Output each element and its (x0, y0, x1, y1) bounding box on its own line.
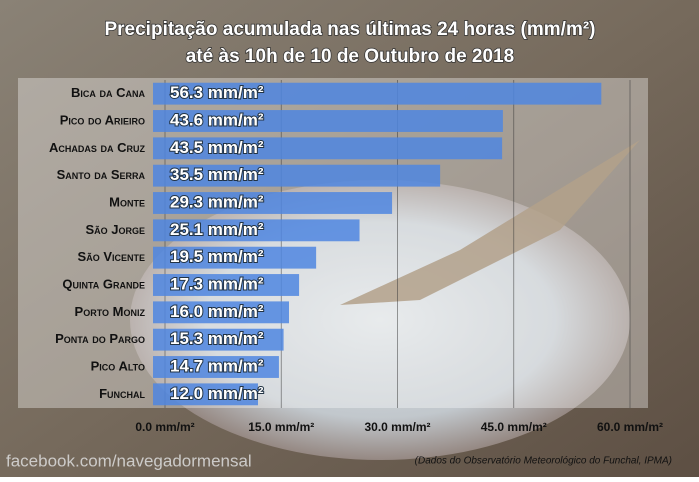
plot-panel (18, 78, 648, 408)
bar (153, 219, 360, 242)
y-tick-label: Achadas da Cruz (49, 140, 145, 155)
x-tick-label: 0.0 mm/m² (135, 420, 194, 434)
y-tick-label: Bica da Cana (71, 85, 145, 100)
y-tick-label: Pico do Arieiro (60, 112, 145, 127)
bar (153, 82, 602, 105)
x-tick-label: 30.0 mm/m² (364, 420, 430, 434)
bar (153, 246, 317, 269)
value-label: 15.3 mm/m² (170, 329, 264, 348)
x-tick-label: 15.0 mm/m² (248, 420, 314, 434)
y-tick-label: Pico Alto (91, 358, 145, 373)
y-tick-label: Santo da Serra (57, 167, 146, 182)
bar (153, 356, 279, 378)
value-label: 43.6 mm/m² (170, 110, 264, 129)
value-label: 29.3 mm/m² (170, 192, 264, 211)
y-tick-label: Ponta do Pargo (55, 331, 145, 346)
y-tick-label: São Vicente (78, 249, 145, 264)
chart-subtitle: até às 10h de 10 de Outubro de 2018 (186, 46, 514, 67)
bar (153, 164, 441, 187)
value-label: 16.0 mm/m² (170, 302, 264, 321)
bar (153, 110, 503, 132)
x-tick-label: 60.0 mm/m² (597, 420, 663, 434)
value-label: 14.7 mm/m² (170, 356, 264, 375)
value-label: 25.1 mm/m² (170, 220, 264, 239)
value-label: 43.5 mm/m² (170, 138, 264, 157)
y-tick-label: Funchal (99, 386, 145, 401)
bar (153, 383, 258, 406)
y-tick-label: São Jorge (85, 222, 145, 237)
bar (153, 137, 503, 160)
y-tick-label: Porto Moniz (75, 304, 146, 319)
watermark: facebook.com/navegadormensal (6, 451, 252, 470)
bar (153, 301, 289, 324)
value-label: 17.3 mm/m² (170, 274, 264, 293)
chart-title: Precipitação acumulada nas últimas 24 ho… (104, 19, 595, 40)
value-label: 56.3 mm/m² (170, 83, 264, 102)
value-label: 35.5 mm/m² (170, 165, 264, 184)
value-label: 12.0 mm/m² (170, 384, 264, 403)
bar (153, 274, 300, 296)
value-label: 19.5 mm/m² (170, 247, 264, 266)
y-tick-label: Quinta Grande (62, 276, 145, 291)
x-tick-label: 45.0 mm/m² (481, 420, 547, 434)
bar (153, 328, 284, 351)
source-note: (Dados do Observatório Meteorológico do … (415, 456, 672, 467)
bar (153, 192, 393, 214)
y-tick-label: Monte (109, 194, 145, 209)
